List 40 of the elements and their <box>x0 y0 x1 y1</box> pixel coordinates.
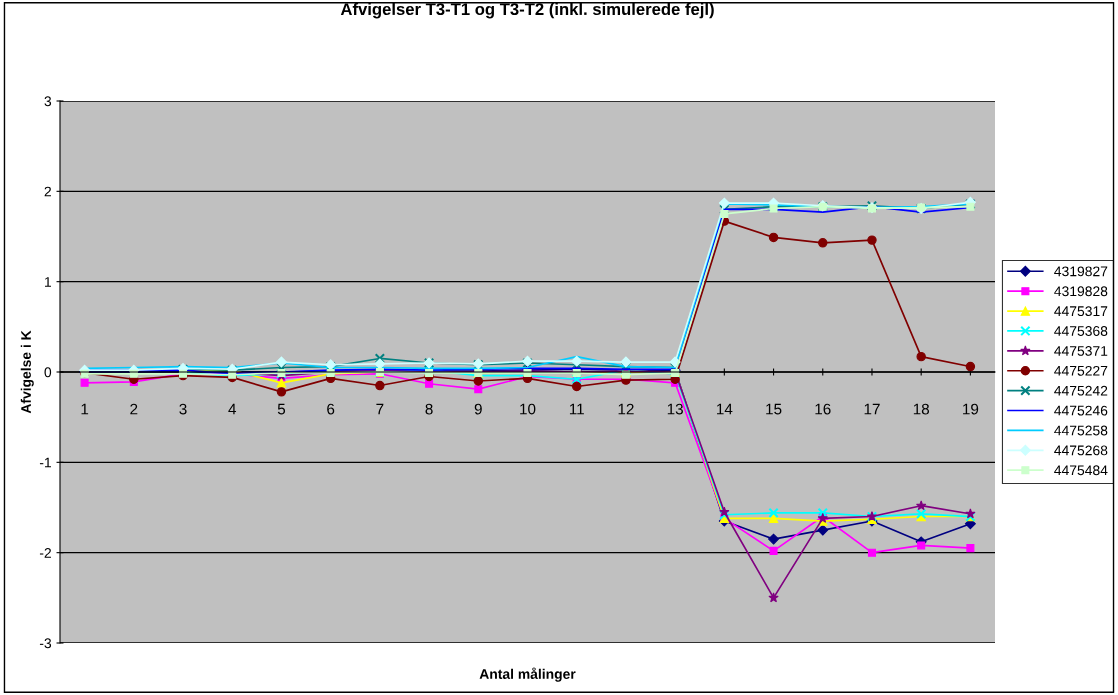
x-tick-label: 12 <box>618 403 634 415</box>
y-tick-label: -3 <box>39 638 52 649</box>
y-tick-label: 1 <box>45 277 51 287</box>
x-tick-label: 14 <box>717 403 733 415</box>
y-tick-label: 2 <box>44 186 51 197</box>
x-tick-label: 6 <box>327 403 335 415</box>
x-tick-label: 4 <box>228 403 237 415</box>
legend-label: 4319828 <box>1054 286 1108 297</box>
legend-label: 4475258 <box>1054 425 1108 436</box>
y-tick-label: -2 <box>39 548 51 558</box>
x-tick-label: 7 <box>376 403 384 415</box>
x-tick-label: 11 <box>569 403 584 415</box>
legend-label: 4475317 <box>1054 306 1108 317</box>
x-tick-label: 18 <box>913 403 930 415</box>
x-tick-label: 17 <box>864 403 880 415</box>
x-tick-label: 15 <box>766 403 782 415</box>
x-tick-label: 16 <box>815 403 831 415</box>
x-tick-label: 3 <box>179 403 187 415</box>
legend-label: 4319827 <box>1054 266 1108 277</box>
legend-label: 4475268 <box>1054 445 1108 456</box>
legend-label: 4475371 <box>1054 346 1108 356</box>
x-tick-label: 5 <box>277 403 286 415</box>
y-tick-label: -1 <box>39 457 51 468</box>
legend-label: 4475242 <box>1054 385 1108 396</box>
y-tick-label: 3 <box>44 96 52 107</box>
x-tick-label: 19 <box>963 403 979 415</box>
legend-label: 4475484 <box>1054 465 1108 476</box>
x-tick-label: 2 <box>130 403 138 415</box>
chart-title: Afvigelser T3-T1 og T3-T2 (inkl. simulerede fejl) <box>340 2 714 19</box>
x-tick-label: 8 <box>425 403 433 415</box>
legend-label: 4475368 <box>1054 326 1108 336</box>
y-tick-label: 0 <box>44 367 52 378</box>
x-tick-label: 1 <box>81 403 89 415</box>
x-tick-label: 13 <box>667 403 683 415</box>
x-axis-title: Antal målinger <box>479 667 576 682</box>
x-tick-label: 9 <box>474 403 482 415</box>
legend-label: 4475246 <box>1054 405 1108 416</box>
y-axis-title: Afvigelse i K <box>20 330 34 414</box>
legend-label: 4475227 <box>1054 365 1108 376</box>
x-tick-label: 10 <box>520 403 536 415</box>
